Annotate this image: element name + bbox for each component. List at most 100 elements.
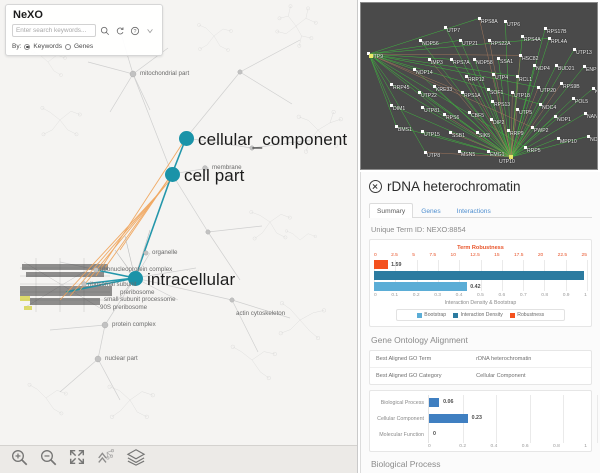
gene-node[interactable]: [367, 52, 370, 55]
gene-node[interactable]: [539, 103, 542, 106]
fit-screen-icon[interactable]: [68, 448, 86, 471]
ontology-tree-panel[interactable]: cellular_component cell part intracellul…: [0, 0, 358, 473]
gene-label: POL5: [575, 99, 589, 105]
radio-keywords[interactable]: [24, 43, 31, 50]
gene-node[interactable]: [524, 146, 527, 149]
gene-edge: [508, 130, 512, 158]
gene-node[interactable]: [450, 58, 453, 61]
gene-node[interactable]: [421, 130, 424, 133]
gene-label: RRP9: [510, 131, 524, 137]
gene-node[interactable]: [533, 64, 536, 67]
gene-node[interactable]: [521, 35, 524, 38]
gene-node[interactable]: [487, 88, 490, 91]
legend-label-bootstrap: Bootstrap: [424, 312, 447, 318]
gene-node[interactable]: [537, 86, 540, 89]
tick: 25: [581, 253, 587, 258]
gene-edge: [368, 53, 463, 93]
search-input[interactable]: [12, 24, 96, 37]
gene-node[interactable]: [418, 91, 421, 94]
gene-node[interactable]: [511, 91, 514, 94]
gene-node[interactable]: [428, 58, 431, 61]
gene-node[interactable]: [459, 39, 462, 42]
gene-node[interactable]: [390, 83, 393, 86]
tree-node-cellular-component[interactable]: [179, 131, 194, 146]
gene-node[interactable]: [531, 126, 534, 129]
gene-node[interactable]: [516, 75, 519, 78]
gene-node[interactable]: [560, 82, 563, 85]
tree-node-intracellular[interactable]: [128, 271, 143, 286]
gene-node[interactable]: [468, 111, 471, 114]
go-alignment-rows: Biological Process 0.06 Cellular Component…: [370, 395, 598, 443]
robustness-chart-title: Term Robustness: [457, 245, 504, 251]
help-icon[interactable]: ?: [129, 25, 141, 37]
gene-node[interactable]: [544, 27, 547, 30]
gene-node[interactable]: [478, 17, 481, 20]
tree-node-cell-part[interactable]: [165, 167, 180, 182]
gene-node[interactable]: [516, 108, 519, 111]
gene-edge: [368, 40, 461, 55]
gene-edge: [422, 131, 512, 158]
gene-node[interactable]: [504, 20, 507, 23]
search-icon[interactable]: [99, 25, 111, 37]
tab-genes[interactable]: Genes: [421, 208, 441, 215]
gene-node[interactable]: [491, 100, 494, 103]
table-row: Best Aligned GO Category Cellular Compon…: [370, 368, 591, 384]
gene-node[interactable]: [492, 73, 495, 76]
gene-node[interactable]: [421, 106, 424, 109]
gene-node[interactable]: [419, 39, 422, 42]
gene-node[interactable]: [519, 54, 522, 57]
refresh-icon[interactable]: [114, 25, 126, 37]
gene-node[interactable]: [583, 65, 586, 68]
tree-label-90s-preribosome: 90S preribosome: [100, 304, 148, 311]
layers-icon[interactable]: [126, 448, 146, 471]
gene-node[interactable]: [557, 137, 560, 140]
gene-node[interactable]: [584, 112, 587, 115]
gene-node[interactable]: [443, 113, 446, 116]
gene-edge: [425, 152, 512, 158]
gene-hub-node-utp10[interactable]: [509, 155, 513, 159]
gene-node[interactable]: [487, 150, 490, 153]
zoom-in-icon[interactable]: [10, 448, 29, 472]
gene-node[interactable]: [458, 150, 461, 153]
radio-genes[interactable]: [64, 43, 71, 50]
gene-node[interactable]: [573, 48, 576, 51]
chevron-down-icon[interactable]: [144, 25, 156, 37]
gene-node[interactable]: [461, 91, 464, 94]
gene-node[interactable]: [465, 75, 468, 78]
gene-node[interactable]: [395, 125, 398, 128]
gene-node[interactable]: [572, 97, 575, 100]
gene-node[interactable]: [413, 68, 416, 71]
gene-node[interactable]: [497, 57, 500, 60]
gene-node[interactable]: [476, 131, 479, 134]
gene-node[interactable]: [490, 118, 493, 121]
gene-label: NOC4: [542, 105, 557, 111]
gene-node[interactable]: [554, 115, 557, 118]
gene-hub-node-utp9[interactable]: [369, 54, 373, 58]
gene-node[interactable]: [507, 129, 510, 132]
gene-node[interactable]: [488, 39, 491, 42]
tab-interactions[interactable]: Interactions: [456, 208, 491, 215]
close-circle-icon[interactable]: [369, 180, 382, 193]
robustness-bottom-axis: 0 0.1 0.2 0.3 0.4 0.5 0.6 0.7 0.8 0.9 1: [370, 291, 591, 298]
gene-node[interactable]: [449, 131, 452, 134]
gene-node[interactable]: [424, 151, 427, 154]
gene-label: RPS7A: [453, 60, 470, 66]
gene-node[interactable]: [555, 64, 558, 67]
gene-node[interactable]: [390, 104, 393, 107]
gene-node[interactable]: [587, 135, 590, 138]
gene-edge: [510, 104, 541, 158]
gene-node[interactable]: [592, 87, 595, 90]
gene-node[interactable]: [473, 58, 476, 61]
gene-label: SOF1: [490, 90, 504, 96]
gene-node[interactable]: [548, 37, 551, 40]
collapse-icon[interactable]: [96, 447, 116, 472]
gene-interaction-network[interactable]: UTP9 NOP56 UTP7 RPS8A UTP6 RPS17B UTP21 RPS22A R…: [360, 2, 598, 170]
zoom-out-icon[interactable]: [39, 448, 58, 472]
go-alignment-track: 0.06: [428, 395, 598, 411]
tick: 7.5: [429, 253, 437, 258]
tick: 0.6: [498, 293, 506, 298]
gene-node[interactable]: [444, 26, 447, 29]
gene-node[interactable]: [433, 85, 436, 88]
tab-summary[interactable]: Summary: [369, 203, 414, 218]
gene-label: RPS1A: [464, 93, 481, 99]
